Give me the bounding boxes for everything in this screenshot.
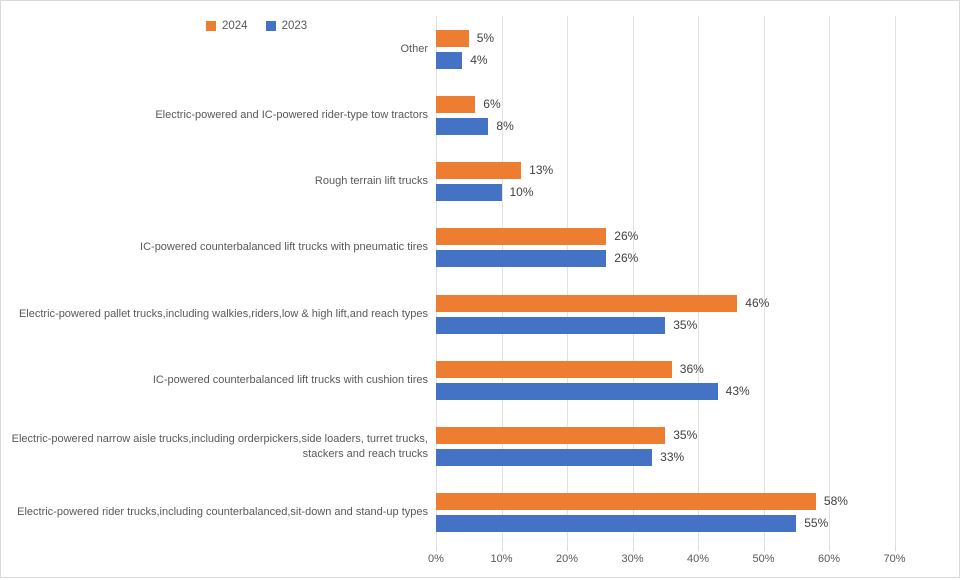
x-axis-tick-label: 10% bbox=[490, 553, 513, 565]
chart-legend: 2024 2023 bbox=[206, 20, 307, 32]
axis-tick bbox=[698, 546, 699, 551]
value-label: 10% bbox=[509, 185, 534, 200]
category-label: Electric-powered pallet trucks,including… bbox=[18, 307, 428, 320]
value-label: 8% bbox=[496, 118, 514, 133]
gridline bbox=[698, 16, 699, 546]
bar-group: 36% 43% bbox=[436, 347, 959, 413]
chart-row: Electric-powered and IC-powered rider-ty… bbox=[1, 82, 959, 148]
gridline bbox=[894, 16, 896, 546]
bar-group: 13% 10% bbox=[436, 149, 959, 215]
bar-2024 bbox=[436, 228, 607, 246]
x-axis-tick-label: 40% bbox=[686, 553, 710, 565]
axis-tick bbox=[829, 546, 830, 551]
bar-2023 bbox=[436, 51, 463, 69]
category-label: Electric-powered and IC-powered rider-ty… bbox=[155, 108, 428, 121]
chart-row: Rough terrain lift trucks 13% 10% bbox=[1, 149, 959, 215]
gridline bbox=[567, 16, 568, 546]
bar-2023 bbox=[436, 316, 666, 334]
chart-row: Other 5% 4% bbox=[1, 16, 959, 82]
x-axis-tick-label: 20% bbox=[555, 553, 579, 565]
bar-2023 bbox=[436, 117, 489, 135]
category-label: Electric-powered rider trucks,including … bbox=[17, 506, 428, 519]
bar-2023 bbox=[436, 515, 797, 533]
axis-tick bbox=[894, 546, 896, 551]
axis-tick bbox=[567, 546, 568, 551]
category-label: Other bbox=[400, 42, 428, 55]
value-label: 26% bbox=[614, 229, 639, 244]
bar-group: 6% 8% bbox=[436, 82, 959, 148]
value-label: 36% bbox=[679, 361, 704, 376]
legend-item-2024: 2024 bbox=[206, 20, 248, 32]
category-label: IC-powered counterbalanced lift trucks w… bbox=[140, 241, 428, 254]
x-axis-tick-label: 70% bbox=[883, 553, 906, 565]
bar-group: 5% 4% bbox=[436, 16, 959, 82]
bar-2024 bbox=[436, 294, 738, 312]
value-label: 46% bbox=[745, 295, 770, 310]
bar-2024 bbox=[436, 29, 469, 47]
gridline bbox=[763, 16, 765, 546]
legend-swatch bbox=[265, 21, 276, 31]
bar-2024 bbox=[436, 95, 476, 113]
bar-group: 58% 55% bbox=[436, 480, 959, 546]
value-label: 43% bbox=[725, 383, 750, 398]
value-label: 26% bbox=[614, 251, 639, 266]
value-label: 5% bbox=[476, 30, 495, 45]
value-label: 35% bbox=[673, 317, 698, 332]
axis-tick bbox=[632, 546, 634, 551]
gridline bbox=[632, 16, 634, 546]
chart-row: Electric-powered pallet trucks,including… bbox=[1, 281, 959, 347]
axis-tick bbox=[501, 546, 503, 551]
bar-2024 bbox=[436, 493, 816, 511]
x-axis-tick-label: 0% bbox=[428, 553, 444, 565]
bar-2023 bbox=[436, 250, 607, 268]
bar-2024 bbox=[436, 162, 522, 180]
legend-label: 2024 bbox=[222, 20, 248, 32]
bar-2023 bbox=[436, 449, 653, 467]
category-label: Rough terrain lift trucks bbox=[314, 175, 428, 188]
legend-item-2023: 2023 bbox=[265, 20, 308, 32]
bar-2024 bbox=[436, 360, 672, 378]
x-axis-tick-label: 30% bbox=[621, 553, 644, 565]
bar-2023 bbox=[436, 382, 718, 400]
axis-tick bbox=[763, 546, 765, 551]
axis-tick bbox=[436, 546, 437, 551]
value-label: 13% bbox=[529, 163, 554, 178]
chart-row: Electric-powered rider trucks,including … bbox=[1, 480, 959, 546]
value-label: 55% bbox=[804, 516, 829, 531]
value-label: 58% bbox=[823, 494, 848, 509]
legend-label: 2023 bbox=[281, 20, 308, 32]
category-label: Electric-powered narrow aisle trucks,inc… bbox=[11, 432, 428, 460]
gridline bbox=[829, 16, 830, 546]
chart-row: IC-powered counterbalanced lift trucks w… bbox=[1, 215, 959, 281]
value-label: 33% bbox=[660, 450, 685, 465]
chart-row: Electric-powered narrow aisle trucks,inc… bbox=[1, 414, 959, 480]
x-axis-tick-label: 50% bbox=[752, 553, 775, 565]
legend-swatch bbox=[206, 21, 216, 31]
value-label: 4% bbox=[470, 52, 488, 67]
x-axis-tick-label: 60% bbox=[817, 553, 841, 565]
value-label: 35% bbox=[673, 428, 698, 443]
gridline bbox=[501, 16, 503, 546]
bar-group: 35% 33% bbox=[436, 414, 959, 480]
category-label: IC-powered counterbalanced lift trucks w… bbox=[152, 373, 428, 386]
gridline bbox=[436, 16, 437, 546]
bar-group: 46% 35% bbox=[436, 281, 959, 347]
bar-2024 bbox=[436, 427, 666, 445]
value-label: 6% bbox=[483, 96, 501, 111]
bar-2023 bbox=[436, 184, 502, 202]
bar-group: 26% 26% bbox=[436, 215, 959, 281]
chart-row: IC-powered counterbalanced lift trucks w… bbox=[1, 347, 959, 413]
